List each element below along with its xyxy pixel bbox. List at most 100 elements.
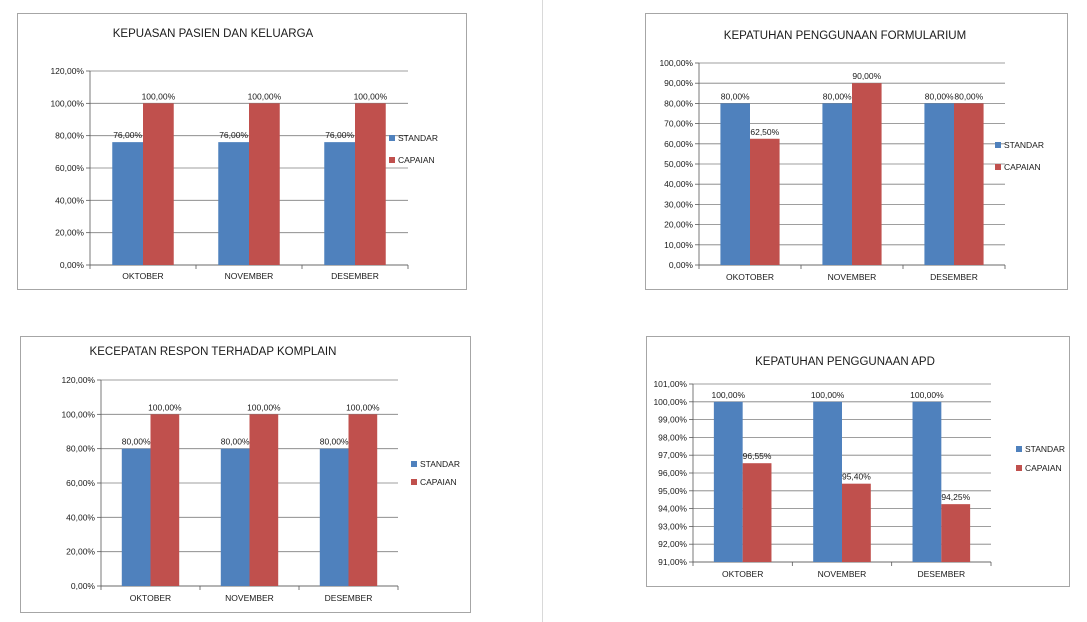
bar-standar-november <box>822 103 852 266</box>
y-tick-label: 40,00% <box>55 195 84 205</box>
bar-capaian-okotober <box>750 138 780 265</box>
data-label: 80,00% <box>221 437 250 447</box>
data-label: 90,00% <box>852 71 881 81</box>
y-tick-label: 30,00% <box>664 199 693 209</box>
bar-capaian-oktober <box>143 103 174 265</box>
data-label: 100,00% <box>346 402 380 412</box>
data-label: 80,00% <box>721 91 750 101</box>
legend-label-standar: STANDAR <box>398 133 438 143</box>
chart-kecepatan-respon: KECEPATAN RESPON TERHADAP KOMPLAIN 0,00% 2… <box>20 336 471 613</box>
bar-capaian-november <box>852 83 882 265</box>
data-label: 100,00% <box>354 91 388 101</box>
chart-svg: KECEPATAN RESPON TERHADAP KOMPLAIN 0,00% 2… <box>61 346 460 603</box>
x-category-label: DESEMBER <box>325 593 373 603</box>
x-category-label: NOVEMBER <box>225 271 274 281</box>
y-tick-label: 60,00% <box>66 478 95 488</box>
y-tick-label: 90,00% <box>664 78 693 88</box>
chart-kepatuhan-formularium: KEPATUHAN PENGGUNAAN FORMULARIUM 0,00% 10,… <box>645 13 1068 290</box>
y-tick-label: 80,00% <box>55 131 84 141</box>
data-label: 76,00% <box>113 130 142 140</box>
y-tick-label: 94,00% <box>658 504 687 514</box>
data-label: 100,00% <box>910 390 944 400</box>
y-tick-label: 93,00% <box>658 521 687 531</box>
data-label: 100,00% <box>711 390 745 400</box>
data-label: 80,00% <box>954 91 983 101</box>
legend-swatch-capaian <box>389 157 395 163</box>
legend-swatch-capaian <box>411 479 417 485</box>
y-tick-label: 50,00% <box>664 159 693 169</box>
y-tick-label: 97,00% <box>658 450 687 460</box>
x-category-label: DESEMBER <box>331 271 379 281</box>
bar-standar-desember <box>319 448 349 586</box>
y-tick-label: 100,00% <box>50 98 84 108</box>
data-label: 96,55% <box>743 451 772 461</box>
data-label: 100,00% <box>811 390 845 400</box>
x-category-label: DESEMBER <box>930 272 978 282</box>
x-category-label: NOVEMBER <box>828 272 877 282</box>
bar-capaian-desember <box>355 103 386 265</box>
bar-capaian-oktober <box>150 414 180 586</box>
chart-title: KEPATUHAN PENGGUNAAN FORMULARIUM <box>724 30 966 42</box>
y-tick-label: 0,00% <box>60 260 85 270</box>
legend-label-capaian: CAPAIAN <box>398 155 435 165</box>
bar-capaian-november <box>249 414 279 586</box>
chart-title: KEPUASAN PASIEN DAN KELUARGA <box>113 28 314 40</box>
legend-label-capaian: CAPAIAN <box>1025 463 1062 473</box>
bar-standar-november <box>218 142 249 265</box>
bar-standar-oktober <box>112 142 143 265</box>
y-tick-label: 100,00% <box>659 58 693 68</box>
y-tick-label: 10,00% <box>664 240 693 250</box>
chart-kepatuhan-apd: KEPATUHAN PENGGUNAAN APD 91,00% 92,00% 93,0… <box>646 336 1070 587</box>
data-label: 80,00% <box>823 91 852 101</box>
legend-label-capaian: CAPAIAN <box>1004 162 1041 172</box>
y-tick-label: 80,00% <box>66 444 95 454</box>
data-label: 80,00% <box>925 91 954 101</box>
data-label: 100,00% <box>142 91 176 101</box>
page-divider <box>542 0 543 622</box>
bar-capaian-oktober <box>742 463 772 562</box>
legend-swatch-standar <box>389 135 395 141</box>
y-tick-label: 120,00% <box>50 66 84 76</box>
data-label: 100,00% <box>248 91 282 101</box>
bar-standar-november <box>220 448 250 586</box>
chart-kepuasan-pasien: KEPUASAN PASIEN DAN KELUARGA 0,00% 20,00% 4… <box>17 13 467 290</box>
bar-capaian-desember <box>941 504 971 562</box>
data-label: 76,00% <box>219 130 248 140</box>
x-category-label: OKTOBER <box>130 593 171 603</box>
legend-swatch-standar <box>1016 446 1022 452</box>
legend-label-standar: STANDAR <box>1004 140 1044 150</box>
y-tick-label: 100,00% <box>653 397 687 407</box>
bar-capaian-desember <box>348 414 378 586</box>
data-label: 100,00% <box>247 402 281 412</box>
y-tick-label: 60,00% <box>55 163 84 173</box>
data-label: 80,00% <box>122 437 151 447</box>
bar-standar-oktober <box>121 448 151 586</box>
y-tick-label: 92,00% <box>658 539 687 549</box>
x-category-label: DESEMBER <box>917 569 965 579</box>
y-tick-label: 80,00% <box>664 98 693 108</box>
y-tick-label: 20,00% <box>55 228 84 238</box>
data-label: 62,50% <box>750 127 779 137</box>
y-tick-label: 0,00% <box>71 581 96 591</box>
bar-capaian-desember <box>954 103 984 266</box>
x-category-label: OKOTOBER <box>726 272 774 282</box>
legend-swatch-capaian <box>1016 465 1022 471</box>
y-tick-label: 20,00% <box>664 220 693 230</box>
y-tick-label: 95,00% <box>658 486 687 496</box>
chart-svg: KEPUASAN PASIEN DAN KELUARGA 0,00% 20,00% 4… <box>50 28 438 281</box>
data-label: 95,40% <box>842 472 871 482</box>
y-tick-label: 70,00% <box>664 119 693 129</box>
y-tick-label: 20,00% <box>66 547 95 557</box>
bar-standar-oktober <box>713 401 743 562</box>
legend-swatch-standar <box>995 142 1001 148</box>
legend-label-standar: STANDAR <box>420 459 460 469</box>
legend-label-capaian: CAPAIAN <box>420 477 457 487</box>
bar-standar-desember <box>912 401 942 562</box>
data-label: 76,00% <box>325 130 354 140</box>
chart-title: KEPATUHAN PENGGUNAAN APD <box>755 356 935 368</box>
legend-swatch-capaian <box>995 164 1001 170</box>
x-category-label: OKTOBER <box>122 271 163 281</box>
y-tick-label: 60,00% <box>664 139 693 149</box>
y-tick-label: 40,00% <box>66 512 95 522</box>
legend-label-standar: STANDAR <box>1025 444 1065 454</box>
